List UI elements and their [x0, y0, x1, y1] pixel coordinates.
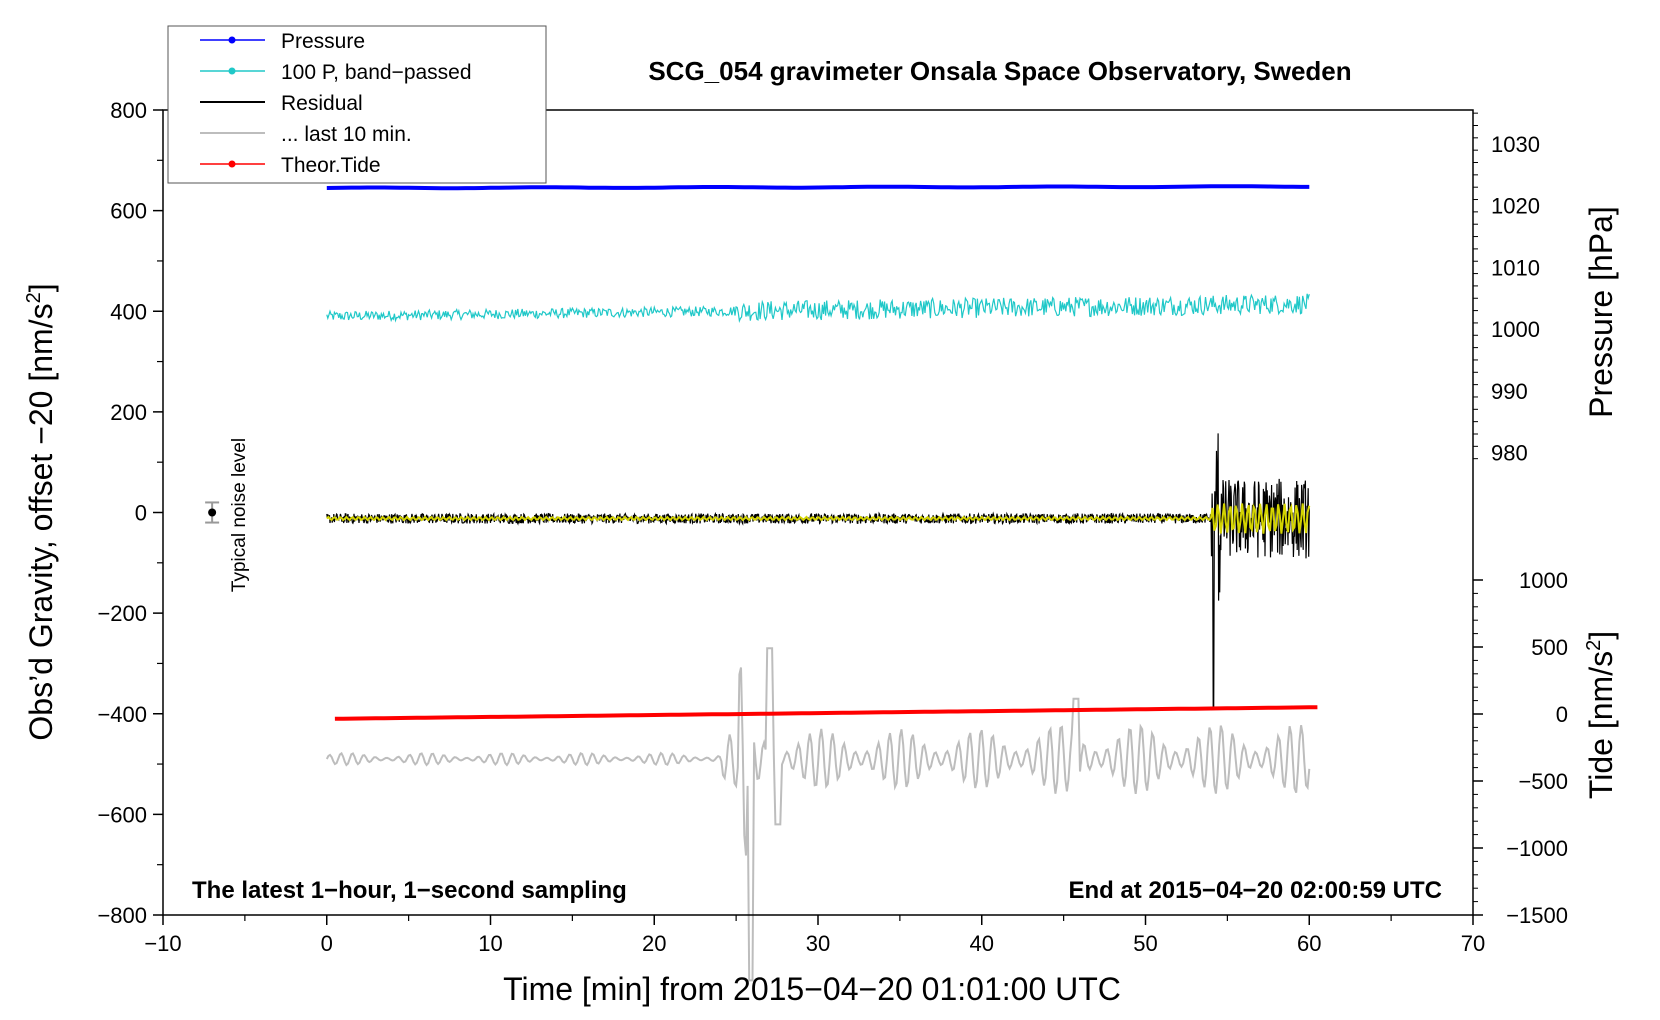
y-axis-label-gravity: Obs’d Gravity, offset −20 [nm/s2]: [23, 283, 59, 740]
legend: Pressure 100 P, band−passed Residual ...…: [167, 25, 547, 184]
legend-label-last10: ... last 10 min.: [281, 123, 412, 146]
y-tick-label: −200: [97, 601, 147, 626]
residual-line: [326, 433, 1310, 710]
tide-tick-label: 1000: [1519, 568, 1568, 593]
tide-tick-label: −1000: [1506, 836, 1568, 861]
pressure-tick-label: 1000: [1491, 317, 1540, 342]
y-tick-label: −800: [97, 903, 147, 928]
y-tick-label: 600: [110, 199, 147, 224]
legend-box: [167, 25, 547, 184]
x-tick-label: 70: [1461, 931, 1485, 956]
x-tick-label: 50: [1133, 931, 1157, 956]
legend-marker-4: [228, 160, 236, 168]
x-tick-label: 60: [1297, 931, 1321, 956]
legend-items: [200, 36, 265, 168]
series-layer: [325, 184, 1318, 982]
legend-marker-0: [228, 36, 236, 44]
noise-level-marker: Typical noise level: [205, 438, 250, 592]
bandpassed-line: [326, 293, 1310, 323]
pressure-tick-label: 1030: [1491, 132, 1540, 157]
legend-marker-1: [228, 67, 236, 75]
chart-title: SCG_054 gravimeter Onsala Space Observat…: [648, 56, 1351, 86]
x-tick-label: 20: [642, 931, 666, 956]
tide-tick-label: 500: [1531, 635, 1568, 660]
y-tick-label: 200: [110, 400, 147, 425]
noise-dot: [208, 508, 217, 517]
y-tick-label: −600: [97, 802, 147, 827]
legend-label-pressure: Pressure: [281, 30, 365, 53]
pressure-tick-label: 980: [1491, 441, 1528, 466]
ticks-layer: −10 0 10 20 30 40 50 60 70−800−600−400−200020040…: [97, 98, 1568, 956]
residual-smoothed-line: [326, 503, 1311, 534]
pressure-line: [326, 184, 1310, 191]
x-tick-label: 30: [806, 931, 830, 956]
sampling-note: The latest 1−hour, 1−second sampling: [192, 877, 627, 904]
legend-label-bandpassed: 100 P, band−passed: [281, 61, 472, 84]
tide-line: [334, 705, 1318, 721]
pressure-tick-label: 1010: [1491, 255, 1540, 280]
legend-label-tide: Theor.Tide: [281, 154, 381, 177]
y-tick-label: 800: [110, 98, 147, 123]
x-tick-label: 40: [970, 931, 994, 956]
pressure-tick-label: 990: [1491, 379, 1528, 404]
tide-tick-label: −500: [1518, 769, 1568, 794]
tide-tick-label: −1500: [1506, 903, 1568, 928]
tide-tick-label: 0: [1556, 702, 1568, 727]
x-axis-label: Time [min] from 2015−04−20 01:01:00 UTC: [503, 971, 1121, 1007]
end-time-note: End at 2015−04−20 02:00:59 UTC: [1068, 877, 1442, 904]
pressure-tick-label: 1020: [1491, 194, 1540, 219]
last-10-min-line: [325, 647, 1311, 982]
y-tick-label: 0: [135, 501, 147, 526]
y-tick-label: 400: [110, 299, 147, 324]
x-tick-label: 0: [321, 931, 333, 956]
y-axis-label-tide: Tide [nm/s2]: [1583, 631, 1619, 799]
legend-label-residual: Residual: [281, 92, 363, 115]
y-axis-label-pressure: Pressure [hPa]: [1583, 206, 1619, 418]
x-tick-label: −10: [144, 931, 181, 956]
y-tick-label: −400: [97, 702, 147, 727]
noise-level-label: Typical noise level: [229, 438, 250, 592]
x-tick-label: 10: [478, 931, 502, 956]
